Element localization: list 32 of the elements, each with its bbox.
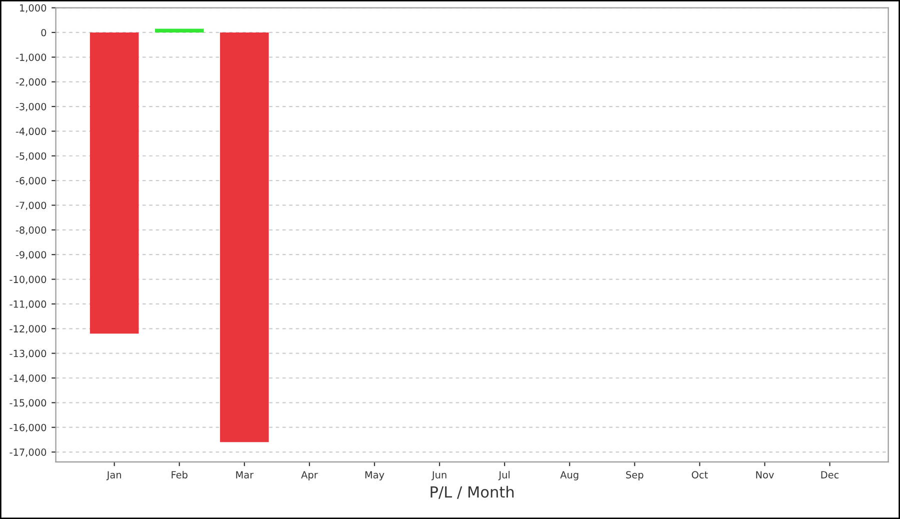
y-tick-label: -13,000 <box>10 350 46 358</box>
y-tick-label: -9,000 <box>16 251 46 260</box>
y-tick-label: -17,000 <box>10 448 46 457</box>
y-tick-label: -10,000 <box>10 276 46 284</box>
x-tick-label: May <box>365 471 384 480</box>
y-tick-label: -8,000 <box>16 226 46 235</box>
x-tick-label: Sep <box>626 471 644 480</box>
x-tick-label: Jul <box>498 470 510 480</box>
x-tick-label: Mar <box>236 471 254 478</box>
x-tick-label: Feb <box>172 470 188 478</box>
y-tick-label: -3,000 <box>16 102 46 112</box>
x-tick-label: Aug <box>560 471 578 480</box>
x-tick-label: Oct <box>692 471 708 478</box>
x-tick-label: Dec <box>821 471 839 478</box>
y-tick-label: -7,000 <box>16 202 46 210</box>
y-tick-label: -5,000 <box>16 152 46 161</box>
y-tick-label: -4,000 <box>16 128 46 136</box>
y-tick-label: -6,000 <box>16 177 46 186</box>
y-tick-label: -12,000 <box>10 325 46 334</box>
x-tick-label: Jan <box>106 471 122 480</box>
y-tick-label: -16,000 <box>10 424 46 432</box>
x-tick-label: Apr <box>301 471 318 480</box>
y-tick-label: -14,000 <box>10 374 46 383</box>
y-tick-label: 0 <box>41 28 46 36</box>
y-tick-label: -1,000 <box>16 54 46 62</box>
y-tick-label: -15,000 <box>10 399 46 408</box>
x-tick-label: Nov <box>756 471 774 478</box>
y-tick-label: -2,000 <box>16 78 46 87</box>
x-axis-title: P/L / Month <box>430 486 514 499</box>
y-tick-label: -11,000 <box>10 300 46 309</box>
y-tick-label: 1,000 <box>20 4 46 13</box>
x-tick-label: Jun <box>431 471 446 480</box>
